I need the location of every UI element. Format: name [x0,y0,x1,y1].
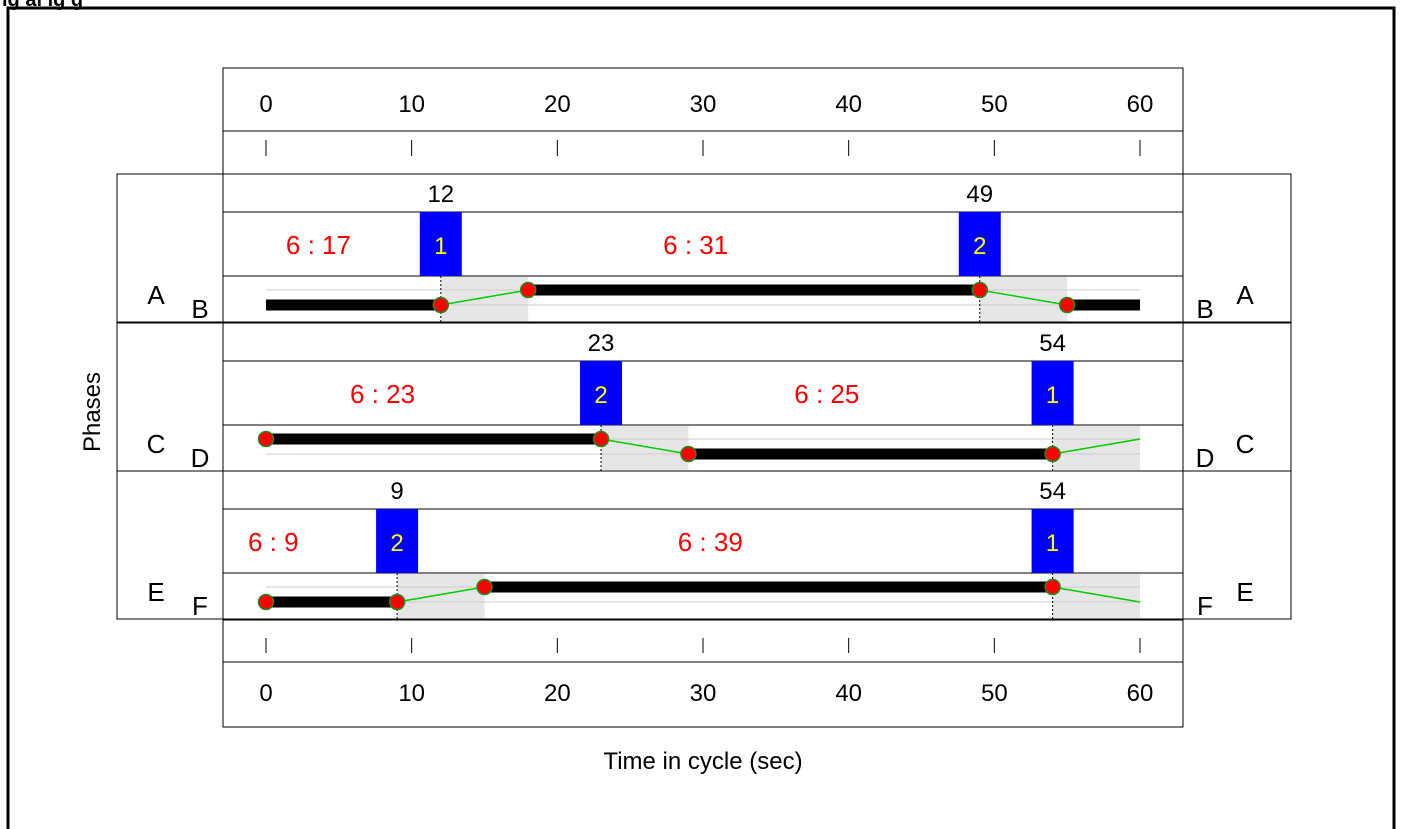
band-point-marker [1044,445,1061,463]
stage-number: 2 [390,530,403,557]
band-point-marker [519,281,537,299]
band-point-marker [1058,296,1076,314]
offset-label: 6 : 23 [350,379,415,409]
intergreen-shade [979,277,1068,321]
phase-label-right-inner: B [1196,294,1213,324]
stage-box [376,509,419,573]
offset-label: 6 : 25 [794,379,859,409]
top-tick-label: 20 [544,91,571,118]
transition-line [440,289,529,306]
offset-label: 6 : 9 [248,527,299,557]
transition-line [396,586,485,603]
top-tick-label: 10 [398,91,425,118]
bottom-tick-label: 40 [835,680,862,707]
offset-label: 6 : 39 [678,527,743,557]
row-inner-frame [222,470,1184,620]
band-point-marker [432,296,450,314]
phase-label-right-outer: E [1236,577,1253,607]
stage-number: 2 [594,382,607,409]
phase-label-right-inner: D [1196,443,1215,473]
stage-number: 1 [1046,382,1059,409]
phase-label-right-outer: C [1236,429,1255,459]
transition-line [1052,586,1141,603]
phase-label-right-outer: A [1236,280,1254,310]
top-tick-label: 30 [690,91,717,118]
band-point-marker [680,445,697,463]
top-tick-label: 50 [981,91,1008,118]
intergreen-shade [1052,426,1140,470]
phase-label-left-inner: B [191,294,208,324]
stage-box [419,212,462,276]
stage-box [1031,509,1074,573]
top-axis: 0 10 20 30 40 50 60 [222,67,1184,175]
intergreen-shade [397,574,485,618]
bottom-tick-label: 10 [398,680,425,707]
x-axis-label: Time in cycle (sec) [603,748,802,775]
stage-change-time: 9 [390,478,403,505]
intergreen-shade [601,426,689,470]
phase-label-left-outer: E [147,577,164,607]
band-point-marker [476,578,493,596]
band-point-marker [592,430,610,448]
phase-label-left-inner: D [191,443,210,473]
stage-box [580,361,623,425]
bottom-tick-label: 0 [259,680,272,707]
intergreen-shade [440,277,529,321]
outer-frame [6,6,1396,829]
stage-number: 2 [973,233,986,260]
stage-change-time: 54 [1039,478,1066,505]
top-tick-label: 0 [259,91,272,118]
phase-label-left-outer: A [147,280,165,310]
y-axis-label: Phases [79,372,106,452]
band-point-marker [388,593,406,611]
stage-box [958,212,1001,276]
band-point-marker [257,593,275,611]
phase-label-left-outer: C [147,429,166,459]
band-point-marker [971,281,989,299]
transition-line [1052,438,1141,455]
stage-number: 1 [1046,530,1059,557]
stage-number: 1 [434,233,447,260]
stage-box [1031,361,1074,425]
top-tick-label: 40 [835,91,862,118]
top-tick-label: 60 [1127,91,1154,118]
offset-label: 6 : 17 [286,230,351,260]
bottom-tick-label: 50 [981,680,1008,707]
row-inner-frame [222,173,1184,323]
bottom-tick-label: 60 [1127,680,1154,707]
stage-change-time: 12 [427,181,454,208]
offset-label: 6 : 31 [663,230,728,260]
bottom-axis: 0 10 20 30 40 50 60 [222,619,1184,728]
intergreen-shade [1052,574,1140,618]
stage-change-time: 23 [588,330,615,357]
bottom-tick-label: 20 [544,680,571,707]
stage-change-time: 49 [966,181,993,208]
band-point-marker [257,430,275,448]
transition-line [600,438,689,455]
bottom-tick-label: 30 [690,680,717,707]
transition-line [979,289,1068,306]
phase-label-left-inner: F [192,591,208,621]
phase-label-right-inner: F [1197,591,1213,621]
header-fragment: ig al ig g [2,0,83,11]
band-point-marker [1044,578,1061,596]
stage-change-time: 54 [1039,330,1066,357]
